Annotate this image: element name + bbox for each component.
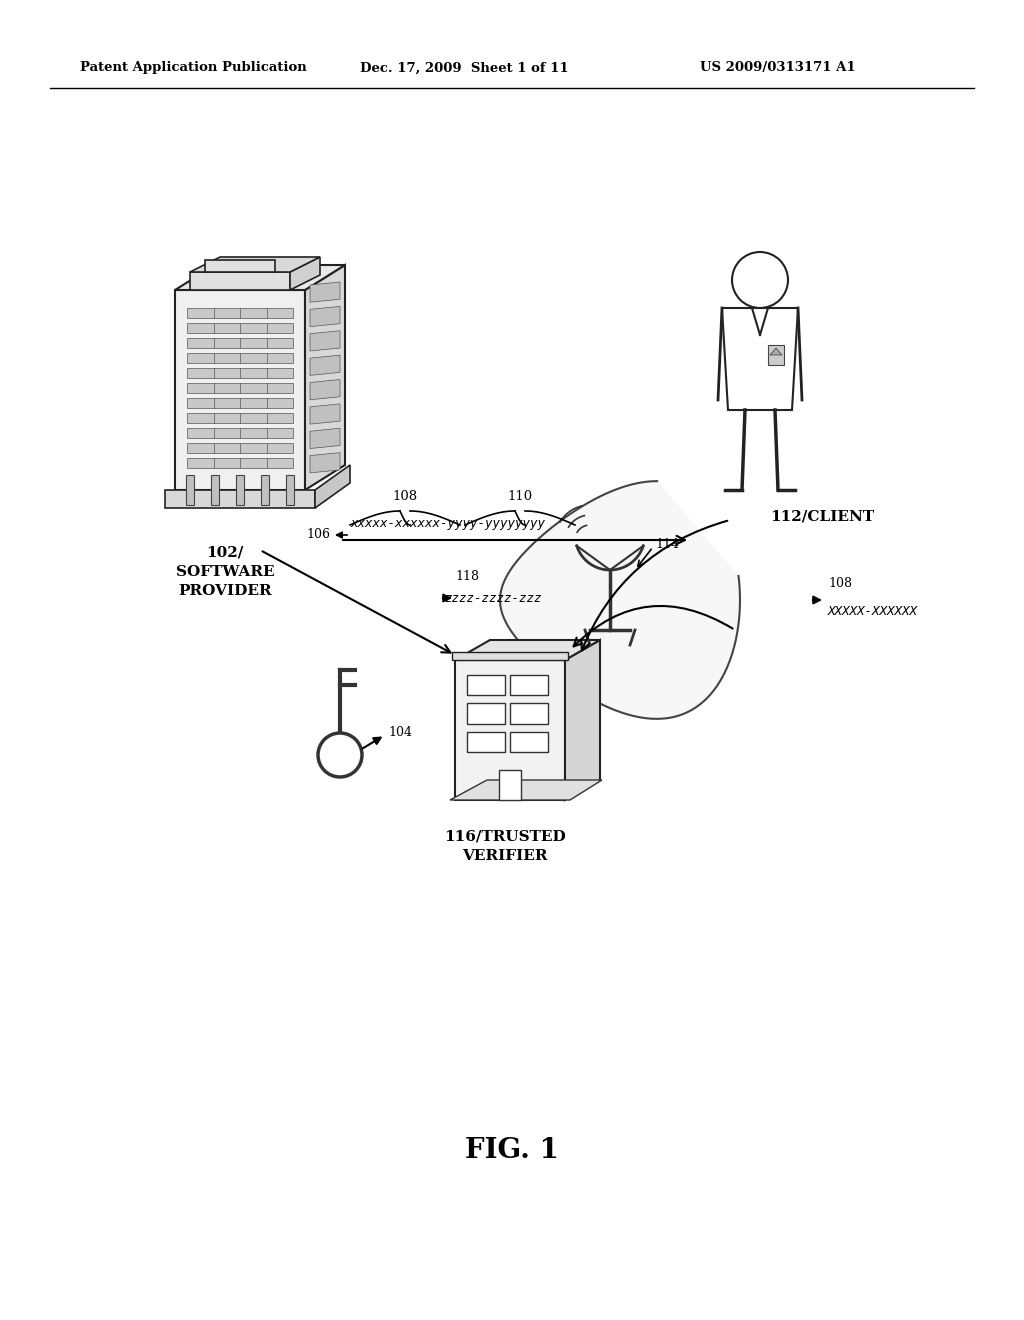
Bar bbox=[467, 704, 505, 723]
Bar bbox=[510, 731, 548, 752]
Text: 118: 118 bbox=[455, 570, 479, 583]
Polygon shape bbox=[455, 640, 600, 660]
Polygon shape bbox=[310, 404, 340, 424]
Polygon shape bbox=[190, 272, 290, 290]
Text: zzzz-zzzz-zzz: zzzz-zzzz-zzz bbox=[445, 591, 543, 605]
Text: FIG. 1: FIG. 1 bbox=[465, 1137, 559, 1163]
Polygon shape bbox=[175, 290, 305, 490]
Bar bbox=[768, 345, 784, 366]
Bar bbox=[187, 458, 293, 469]
Circle shape bbox=[732, 252, 788, 308]
Bar bbox=[187, 444, 293, 453]
Polygon shape bbox=[455, 660, 565, 800]
Text: 110: 110 bbox=[508, 490, 532, 503]
Polygon shape bbox=[315, 465, 350, 508]
Text: XXXXX-XXXXXX: XXXXX-XXXXXX bbox=[828, 605, 918, 618]
Text: 104: 104 bbox=[388, 726, 412, 738]
Bar bbox=[187, 428, 293, 438]
Bar bbox=[236, 475, 244, 506]
Bar bbox=[510, 704, 548, 723]
Polygon shape bbox=[305, 265, 345, 490]
Bar bbox=[467, 675, 505, 696]
Text: 112/CLIENT: 112/CLIENT bbox=[770, 510, 874, 524]
Polygon shape bbox=[500, 480, 740, 719]
Text: US 2009/0313171 A1: US 2009/0313171 A1 bbox=[700, 62, 856, 74]
Circle shape bbox=[318, 733, 362, 777]
Bar bbox=[499, 770, 521, 800]
Text: 116/TRUSTED
VERIFIER: 116/TRUSTED VERIFIER bbox=[444, 830, 566, 863]
Polygon shape bbox=[205, 260, 275, 272]
Bar bbox=[186, 475, 194, 506]
Text: 106: 106 bbox=[306, 528, 330, 541]
Bar bbox=[187, 399, 293, 408]
Polygon shape bbox=[175, 265, 345, 290]
Polygon shape bbox=[190, 257, 319, 272]
FancyArrowPatch shape bbox=[573, 606, 732, 647]
Polygon shape bbox=[310, 380, 340, 400]
Bar bbox=[467, 731, 505, 752]
FancyArrowPatch shape bbox=[582, 521, 727, 651]
Text: 108: 108 bbox=[828, 577, 852, 590]
Text: Dec. 17, 2009  Sheet 1 of 11: Dec. 17, 2009 Sheet 1 of 11 bbox=[360, 62, 568, 74]
Text: xxxxx-xxxxxx-yyyy-yyyyyyyy: xxxxx-xxxxxx-yyyy-yyyyyyyy bbox=[350, 517, 545, 531]
Polygon shape bbox=[722, 308, 798, 411]
Bar bbox=[510, 675, 548, 696]
Bar bbox=[286, 475, 294, 506]
Polygon shape bbox=[310, 331, 340, 351]
Polygon shape bbox=[770, 348, 782, 355]
Bar bbox=[187, 383, 293, 393]
Polygon shape bbox=[310, 355, 340, 375]
Bar bbox=[187, 323, 293, 333]
Bar bbox=[187, 338, 293, 348]
Bar bbox=[211, 475, 219, 506]
Text: 114: 114 bbox=[655, 539, 679, 552]
Polygon shape bbox=[310, 428, 340, 449]
Polygon shape bbox=[450, 780, 602, 800]
Polygon shape bbox=[452, 652, 568, 660]
Polygon shape bbox=[310, 453, 340, 473]
Polygon shape bbox=[310, 306, 340, 326]
Text: Patent Application Publication: Patent Application Publication bbox=[80, 62, 307, 74]
Polygon shape bbox=[165, 490, 315, 508]
Text: 108: 108 bbox=[392, 490, 418, 503]
Bar bbox=[187, 352, 293, 363]
Polygon shape bbox=[290, 257, 319, 290]
Polygon shape bbox=[565, 640, 600, 800]
Bar bbox=[187, 368, 293, 378]
Bar bbox=[187, 413, 293, 422]
Bar bbox=[261, 475, 269, 506]
Text: 102/
SOFTWARE
PROVIDER: 102/ SOFTWARE PROVIDER bbox=[176, 545, 274, 598]
Polygon shape bbox=[310, 282, 340, 302]
Bar bbox=[187, 308, 293, 318]
